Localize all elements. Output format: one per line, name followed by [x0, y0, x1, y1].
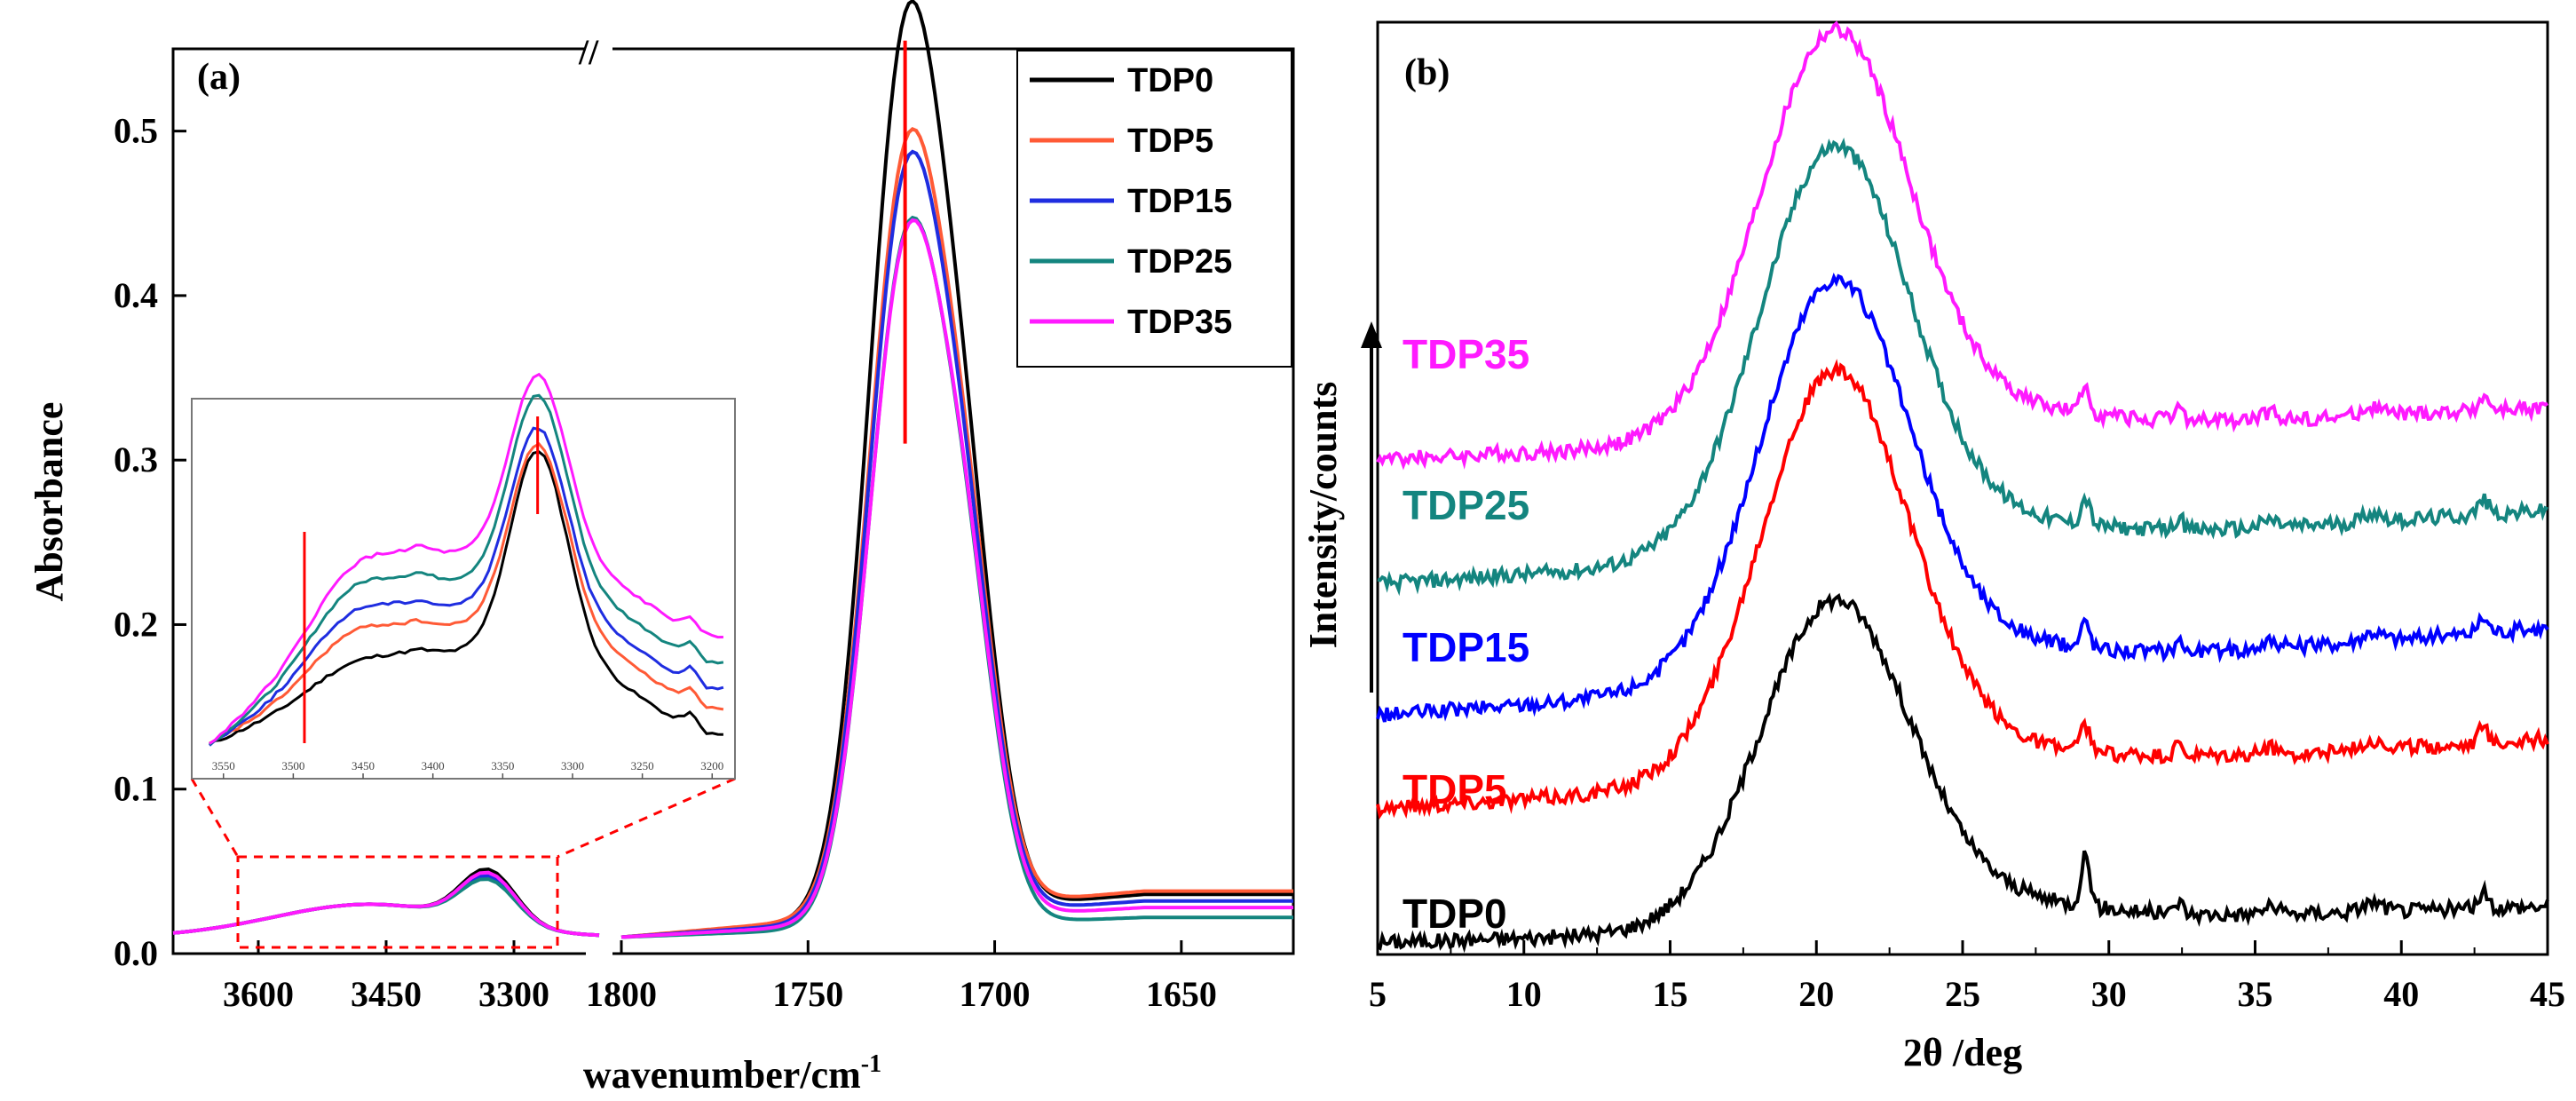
inset-line-TDP15: [208, 426, 724, 747]
inset-frame: [191, 398, 736, 780]
x-tick-label: 25: [1945, 974, 1980, 1014]
panel-a: (a) // 0.0 0.1 0.2 0.3 0.4 0.5 3600 3450 3300 18…: [28, 0, 1295, 1097]
trace-label-TDP5: TDP5: [1403, 766, 1507, 812]
inset-tick-label: 3400: [422, 759, 445, 772]
legend-label-TDP0: TDP0: [1127, 62, 1213, 99]
panel-a-x-ticks: 3600 3450 3300 1800 1750 1700 1650: [223, 940, 1217, 1014]
zoom-connector-left: [190, 778, 240, 858]
trace-label-TDP15: TDP15: [1403, 624, 1529, 670]
panel-b-series: [1376, 20, 2549, 954]
y-tick-label: 0.1: [114, 769, 158, 809]
panel-a-series: [172, 0, 1293, 939]
inset-line-TDP5: [209, 441, 724, 745]
xrd-line-TDP0: [1376, 592, 2549, 954]
y-tick-label: 0.4: [114, 275, 158, 315]
panel-a-x-title: wavenumber/cm-1: [583, 1050, 881, 1097]
inset-tick-label: 3500: [281, 759, 304, 772]
x-tick-label: 1800: [586, 974, 657, 1014]
x-tick-label: 3600: [223, 974, 294, 1014]
panel-b-x-ticks: 5 10 15 20 25 30 35 40 45: [1369, 940, 2565, 1014]
panel-a-x-title-sup: -1: [861, 1050, 881, 1078]
panel-a-frame: [171, 47, 1295, 955]
inset-ticks: 3550 3500 3450 3400 3350 3300 3250 3200: [212, 759, 723, 779]
panel-b-x-title: 2θ /deg: [1903, 1031, 2022, 1074]
panel-a-y-ticks: 0.0 0.1 0.2 0.3 0.4 0.5: [114, 111, 186, 973]
inset-tick-label: 3250: [631, 759, 654, 772]
zoom-region-box: [236, 855, 559, 949]
axis-break-gap: [586, 36, 612, 62]
inset-line-TDP25: [209, 393, 724, 746]
panel-a-x-title-main: wavenumber/cm: [583, 1053, 861, 1097]
xrd-line-TDP5: [1376, 359, 2549, 820]
trace-label-TDP0: TDP0: [1403, 891, 1507, 937]
xrd-line-TDP35: [1376, 20, 2548, 471]
x-tick-label: 15: [1653, 974, 1688, 1014]
panel-b-frame: [1376, 20, 2549, 956]
x-tick-label: 30: [2091, 974, 2127, 1014]
panel-b-label: (b): [1404, 52, 1450, 93]
xrd-line-TDP25: [1377, 137, 2548, 597]
inset: 3550 3500 3450 3400 3350 3300 3250 3200: [191, 372, 736, 780]
co-band-line-TDP5: [620, 126, 1293, 939]
legend-frame: [1016, 50, 1292, 368]
panel-b-trace-labels: TDP35 TDP25 TDP15 TDP5 TDP0: [1403, 331, 1529, 937]
trace-label-TDP25: TDP25: [1403, 482, 1529, 528]
inset-tick-label: 3450: [352, 759, 375, 772]
x-tick-label: 20: [1798, 974, 1834, 1014]
y-tick-label: 0.5: [114, 111, 158, 151]
axis-break-gap-bottom: [586, 941, 612, 968]
inset-tick-label: 3300: [561, 759, 584, 772]
x-tick-label: 5: [1369, 974, 1387, 1014]
xrd-line-TDP15: [1376, 272, 2549, 723]
inset-marker-lines: [303, 416, 540, 743]
inset-tick-label: 3350: [491, 759, 514, 772]
y-tick-label: 0.0: [114, 933, 158, 973]
y-tick-label: 0.2: [114, 604, 158, 644]
legend-label-TDP15: TDP15: [1127, 183, 1232, 220]
co-band-line-TDP35: [620, 218, 1293, 939]
legend-label-TDP25: TDP25: [1127, 243, 1232, 281]
nh-band-line-TDP35: [172, 870, 600, 938]
inset-series: [208, 372, 724, 747]
y-tick-label: 0.3: [114, 440, 158, 479]
x-tick-label: 3450: [351, 974, 422, 1014]
panel-a-label: (a): [197, 57, 241, 98]
inset-line-TDP0: [209, 450, 723, 746]
inset-tick-label: 3550: [212, 759, 235, 772]
inset-line-TDP35: [209, 372, 723, 745]
x-tick-label: 35: [2238, 974, 2273, 1014]
legend: TDP0 TDP5 TDP15 TDP25 TDP35: [1016, 50, 1292, 368]
x-tick-label: 10: [1506, 974, 1542, 1014]
zoom-connector-right: [557, 777, 736, 859]
axis-break-mark: //: [578, 32, 599, 72]
trace-label-TDP35: TDP35: [1403, 331, 1529, 377]
x-tick-label: 1750: [772, 974, 843, 1014]
panel-b: (b) 5 10 15 20 25 30 35 40 45 TDP35TDP25TDP15TDP…: [1301, 20, 2565, 1074]
legend-label-TDP5: TDP5: [1127, 123, 1213, 160]
x-tick-label: 40: [2383, 974, 2419, 1014]
x-tick-label: 1650: [1146, 974, 1217, 1014]
inset-tick-label: 3200: [700, 759, 723, 772]
x-tick-label: 3300: [478, 974, 549, 1014]
panel-a-y-title: Absorbance: [28, 402, 71, 602]
intensity-arrow-head: [1361, 321, 1382, 348]
x-tick-label: 1700: [960, 974, 1031, 1014]
panel-b-y-title: Intensity/counts: [1301, 382, 1345, 649]
x-tick-label: 45: [2530, 974, 2565, 1014]
legend-label-TDP35: TDP35: [1127, 304, 1232, 341]
